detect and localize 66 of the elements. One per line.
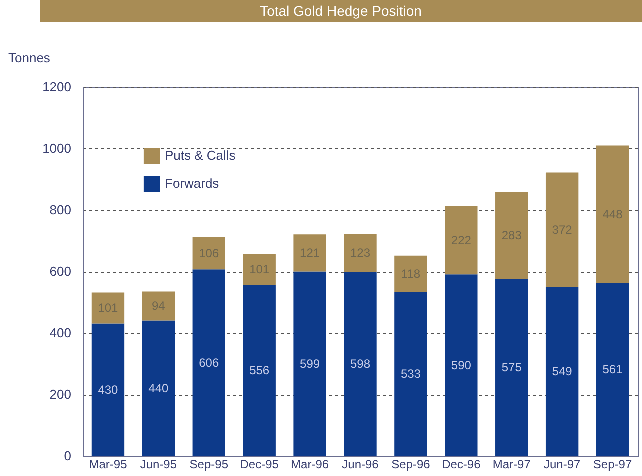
x-tick-label: Mar-97 [492, 458, 532, 472]
y-axis-title: Tonnes [8, 50, 51, 66]
x-tick-label: Mar-95 [89, 458, 128, 472]
bar [192, 270, 226, 456]
y-tick-label: 400 [50, 326, 72, 340]
y-tick-label: 1200 [42, 80, 72, 94]
bar [142, 292, 176, 321]
data-label: 123 [350, 246, 371, 260]
x-tick-label: Sep-97 [593, 458, 632, 472]
x-tick-label: Sep-95 [190, 458, 229, 472]
data-label: 448 [602, 208, 624, 222]
bar [496, 279, 528, 456]
y-tick-label: 1000 [42, 141, 72, 156]
bar [92, 292, 125, 324]
data-label: 440 [148, 381, 170, 396]
legend-label: Forwards [165, 176, 220, 191]
bar [344, 272, 377, 456]
bar [596, 283, 630, 456]
data-label: 222 [451, 233, 472, 248]
legend-label: Puts & Calls [165, 148, 236, 163]
data-label: 590 [451, 358, 472, 372]
bar [445, 206, 478, 275]
bar [596, 146, 630, 284]
bar [192, 237, 226, 270]
data-label: 598 [350, 357, 371, 372]
x-tick-label: Dec-96 [442, 458, 482, 472]
data-label: 556 [250, 364, 270, 378]
y-tick-label: 800 [50, 202, 72, 218]
x-tick-label: Jun-96 [342, 458, 380, 472]
x-tick-label: Dec-95 [240, 458, 280, 472]
data-label: 372 [552, 222, 573, 237]
bar [294, 272, 326, 456]
data-label: 561 [602, 362, 624, 377]
y-tick-label: 0 [64, 448, 72, 464]
bar [445, 274, 478, 456]
data-label: 106 [199, 246, 220, 260]
chart-title: Total Gold Hedge Position [40, 0, 642, 22]
data-label: 101 [250, 262, 270, 276]
data-label: 101 [98, 301, 119, 316]
bar [294, 234, 326, 272]
data-label: 599 [300, 356, 320, 371]
bar [243, 285, 276, 456]
bar [243, 254, 276, 286]
x-tick-label: Sep-96 [392, 458, 431, 472]
x-tick-label: Jun-95 [140, 458, 178, 472]
bar [546, 172, 579, 288]
data-label: 118 [401, 266, 421, 281]
y-tick-label: 200 [50, 387, 72, 402]
bar [394, 256, 428, 292]
data-label: 430 [98, 382, 119, 397]
bar [496, 192, 528, 280]
data-label: 575 [502, 360, 522, 375]
data-label: 121 [300, 246, 320, 260]
bar [92, 324, 125, 456]
data-label: 549 [552, 364, 573, 379]
bar [546, 287, 579, 456]
bar [344, 234, 377, 272]
bar [142, 320, 176, 456]
data-label: 283 [502, 228, 522, 243]
data-label: 606 [199, 356, 220, 370]
x-tick-label: Jun-97 [544, 458, 581, 472]
data-label: 94 [152, 299, 166, 314]
y-tick-label: 600 [50, 264, 72, 279]
bar [394, 292, 428, 456]
x-tick-label: Mar-96 [291, 458, 330, 472]
data-label: 533 [400, 367, 422, 382]
